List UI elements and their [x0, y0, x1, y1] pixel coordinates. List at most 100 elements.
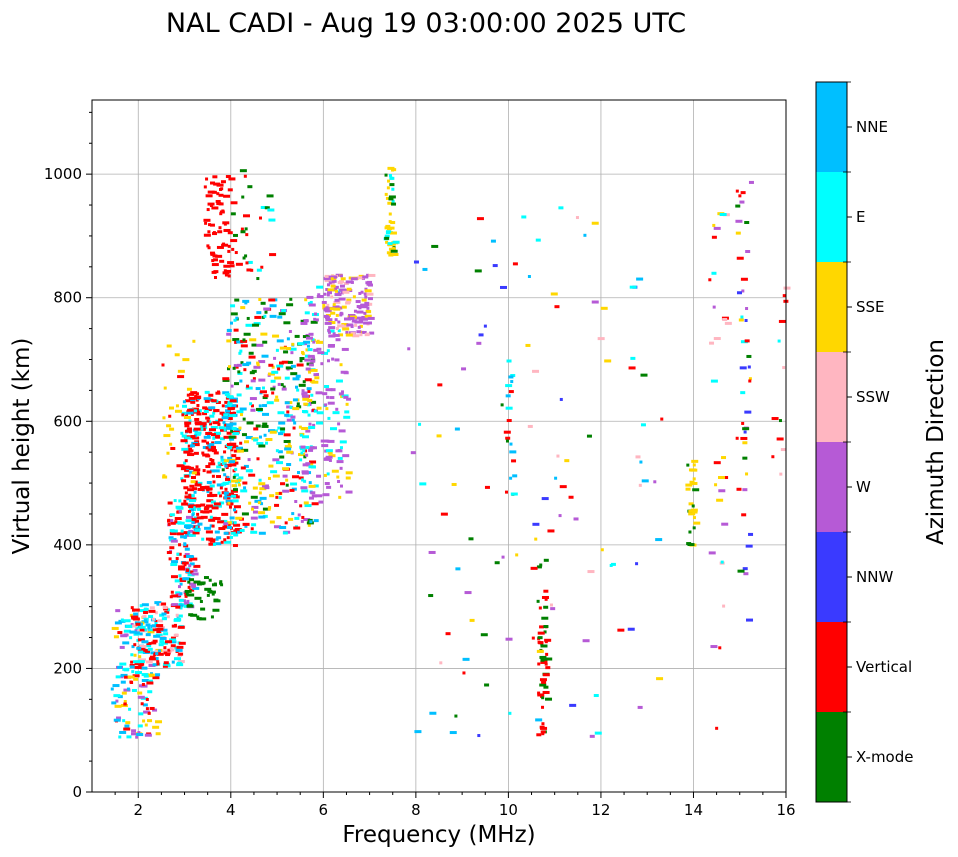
data-point [308, 332, 314, 336]
data-point [541, 616, 549, 620]
data-point [250, 527, 254, 531]
data-point [189, 582, 197, 586]
data-point [321, 300, 327, 304]
data-point [541, 732, 545, 736]
data-point [530, 566, 538, 570]
data-point [210, 500, 216, 504]
data-point [304, 354, 310, 358]
data-point [278, 496, 282, 500]
data-point [541, 696, 545, 700]
data-point [210, 398, 214, 402]
data-point [316, 347, 322, 351]
y-tick-label: 800 [53, 289, 82, 307]
data-point [132, 674, 140, 678]
data-point [203, 397, 211, 401]
data-point [305, 429, 311, 433]
data-point [388, 220, 392, 224]
data-point [273, 356, 277, 360]
data-point [692, 488, 700, 492]
data-point [339, 311, 343, 315]
data-point [226, 367, 230, 371]
data-point [236, 410, 244, 414]
data-point [185, 399, 193, 403]
data-point [237, 530, 241, 534]
data-point [233, 318, 237, 322]
data-point [350, 332, 356, 336]
data-point [192, 531, 200, 535]
data-point [323, 292, 327, 296]
data-point [308, 481, 312, 485]
data-point [169, 442, 173, 446]
data-point [171, 624, 177, 628]
data-point [260, 265, 264, 269]
data-point [210, 433, 216, 437]
data-point [250, 408, 256, 412]
data-point [176, 593, 182, 597]
data-point [345, 300, 351, 304]
data-point [311, 338, 315, 342]
data-point [173, 657, 181, 661]
data-point [258, 360, 266, 364]
data-point [171, 603, 179, 607]
data-point [227, 479, 231, 483]
data-point [123, 619, 131, 623]
colorbar-segment [816, 622, 847, 712]
colorbar-tick-label: NNW [856, 568, 893, 586]
data-point [233, 473, 239, 477]
data-point [328, 275, 336, 279]
data-point [211, 516, 217, 520]
data-point [292, 377, 300, 381]
data-point [224, 487, 228, 491]
data-point [306, 403, 310, 407]
data-point [196, 512, 200, 516]
data-point [183, 563, 187, 567]
data-point [355, 300, 361, 304]
data-point [316, 411, 324, 415]
data-point [184, 440, 188, 444]
data-point [230, 304, 236, 308]
data-point [183, 554, 189, 558]
data-point [231, 445, 239, 449]
data-point [216, 202, 222, 206]
data-point [294, 385, 298, 389]
data-point [216, 536, 222, 540]
data-point [156, 627, 164, 631]
data-point [307, 368, 315, 372]
data-point [161, 612, 167, 616]
data-point [147, 647, 153, 651]
data-point [387, 201, 393, 205]
data-point [542, 673, 550, 677]
data-point [540, 657, 544, 661]
data-point [348, 276, 352, 280]
data-point [209, 542, 215, 546]
data-point [270, 387, 276, 391]
data-point [190, 400, 196, 404]
data-point [359, 333, 363, 337]
data-point [531, 636, 535, 640]
data-point [692, 516, 696, 520]
data-point [213, 502, 221, 506]
data-point [240, 339, 248, 343]
data-point [361, 317, 369, 321]
data-point [307, 523, 311, 527]
data-point [230, 321, 234, 325]
data-point [258, 531, 266, 535]
data-point [505, 384, 513, 388]
data-point [166, 451, 170, 455]
data-point [290, 415, 296, 419]
data-point [325, 455, 333, 459]
data-point [161, 363, 165, 367]
data-point [587, 570, 595, 574]
data-point [692, 477, 696, 481]
data-point [256, 442, 264, 446]
data-point [545, 666, 551, 670]
data-point [151, 617, 155, 621]
data-point [244, 440, 250, 444]
data-point [266, 194, 274, 198]
data-point [249, 397, 257, 401]
data-point [177, 614, 183, 618]
data-point [186, 554, 194, 558]
data-point [627, 627, 635, 631]
data-point [275, 449, 279, 453]
data-point [176, 464, 184, 468]
